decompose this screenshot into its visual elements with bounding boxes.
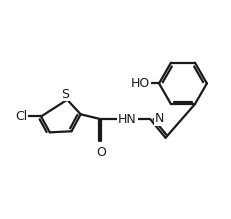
Text: O: O xyxy=(96,147,106,159)
Text: S: S xyxy=(61,88,69,101)
Text: HO: HO xyxy=(131,77,150,90)
Text: Cl: Cl xyxy=(15,110,28,123)
Text: N: N xyxy=(155,112,164,125)
Text: HN: HN xyxy=(118,113,137,126)
